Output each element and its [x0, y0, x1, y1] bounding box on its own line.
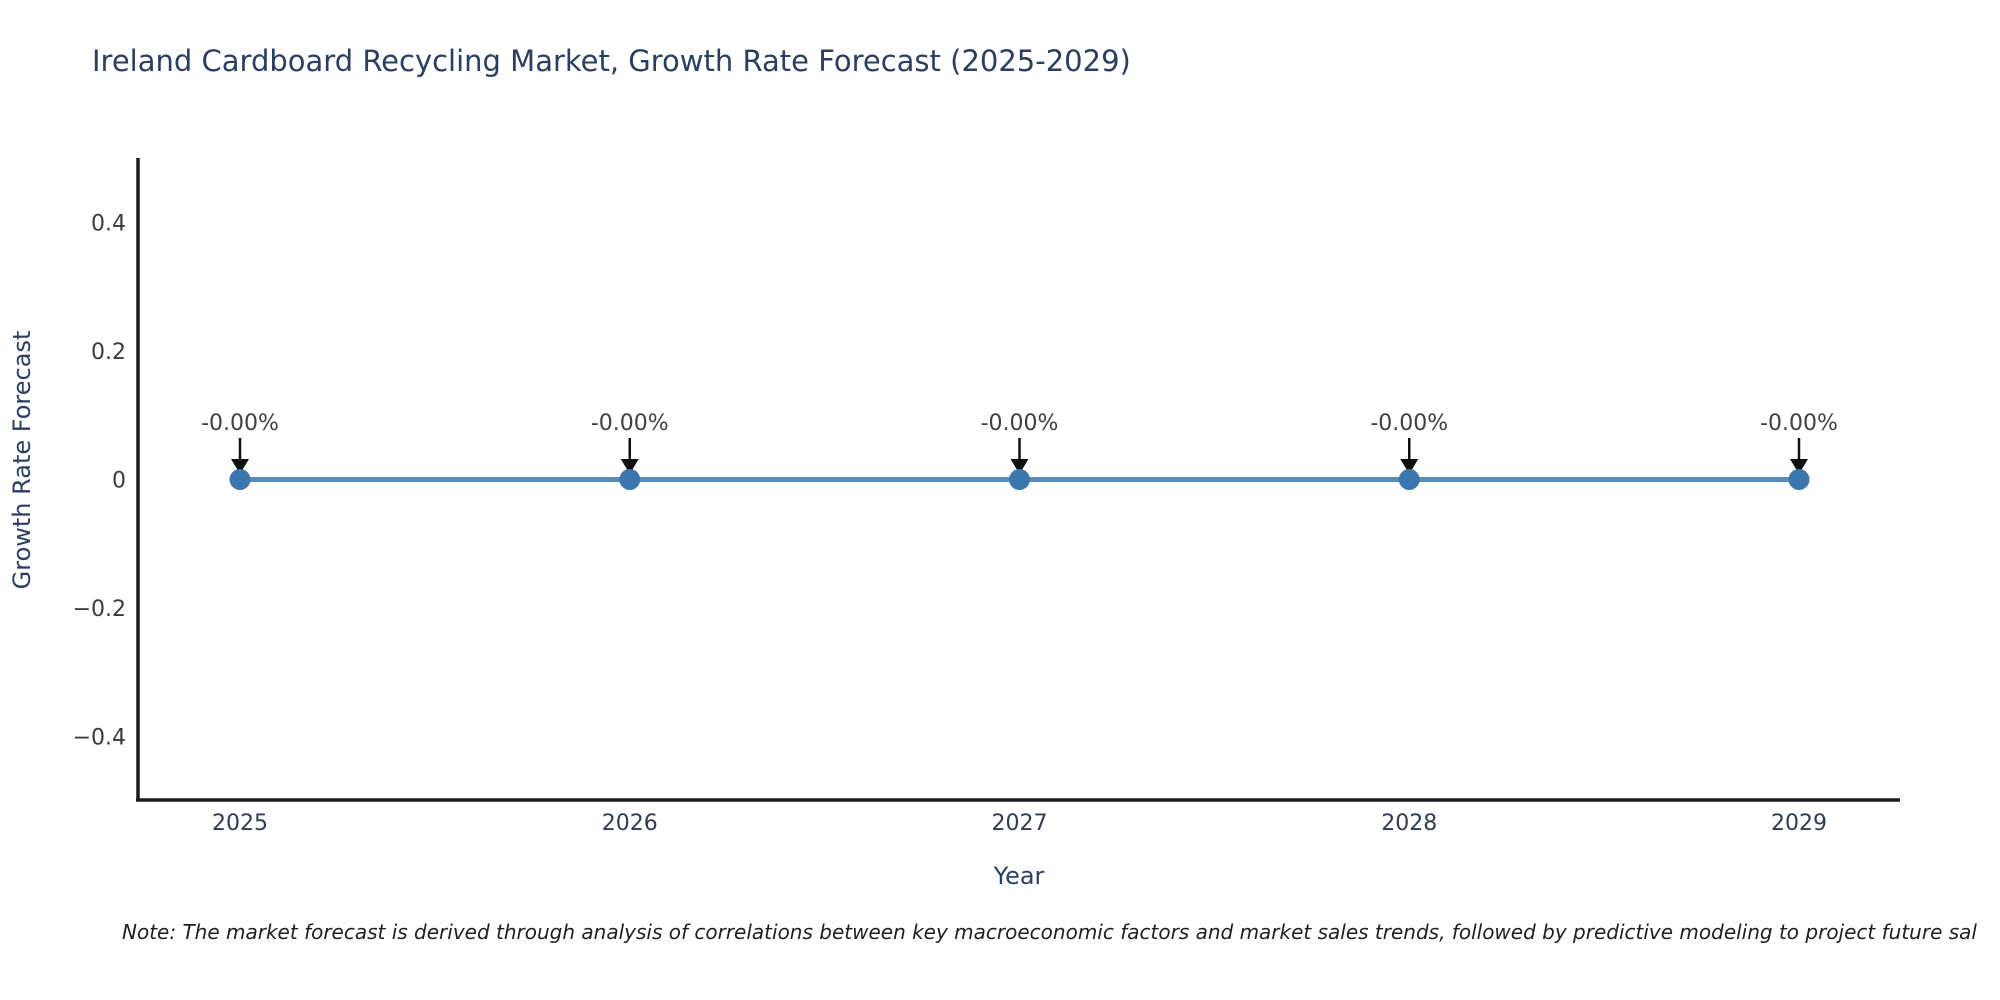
point-annotation-label: -0.00%: [591, 411, 669, 436]
annotation-arrowhead-icon: [620, 459, 639, 474]
point-annotation-label: -0.00%: [981, 411, 1059, 436]
data-point-marker[interactable]: [229, 469, 251, 490]
annotation-arrowhead-icon: [1400, 459, 1419, 474]
annotation-arrowhead-icon: [1010, 459, 1029, 474]
x-tick-label: 2029: [1771, 811, 1827, 836]
x-tick-label: 2028: [1381, 811, 1437, 836]
data-point-marker[interactable]: [1398, 469, 1420, 490]
y-tick-label: 0: [112, 469, 126, 494]
x-axis-title: Year: [993, 862, 1045, 890]
point-annotation-label: -0.00%: [1760, 411, 1838, 436]
point-annotation-label: -0.00%: [1370, 411, 1448, 436]
annotation-arrowhead-icon: [1790, 459, 1808, 474]
x-tick-label: 2027: [992, 811, 1048, 836]
y-tick-label: 0.4: [91, 211, 126, 236]
y-tick-label: −0.4: [73, 726, 126, 751]
data-point-marker[interactable]: [619, 469, 641, 490]
footnote: Note: The market forecast is derived thr…: [122, 920, 1977, 944]
annotation-arrowhead-icon: [231, 459, 249, 474]
y-axis-title: Growth Rate Forecast: [8, 331, 36, 590]
y-tick-label: −0.2: [73, 597, 126, 622]
data-point-marker[interactable]: [1009, 469, 1030, 490]
x-tick-label: 2025: [212, 811, 268, 836]
data-point-marker[interactable]: [1788, 469, 1810, 490]
chart-title: Ireland Cardboard Recycling Market, Grow…: [92, 44, 1131, 78]
point-annotation-label: -0.00%: [201, 411, 279, 436]
y-tick-label: 0.2: [91, 340, 126, 365]
x-tick-label: 2026: [602, 811, 658, 836]
